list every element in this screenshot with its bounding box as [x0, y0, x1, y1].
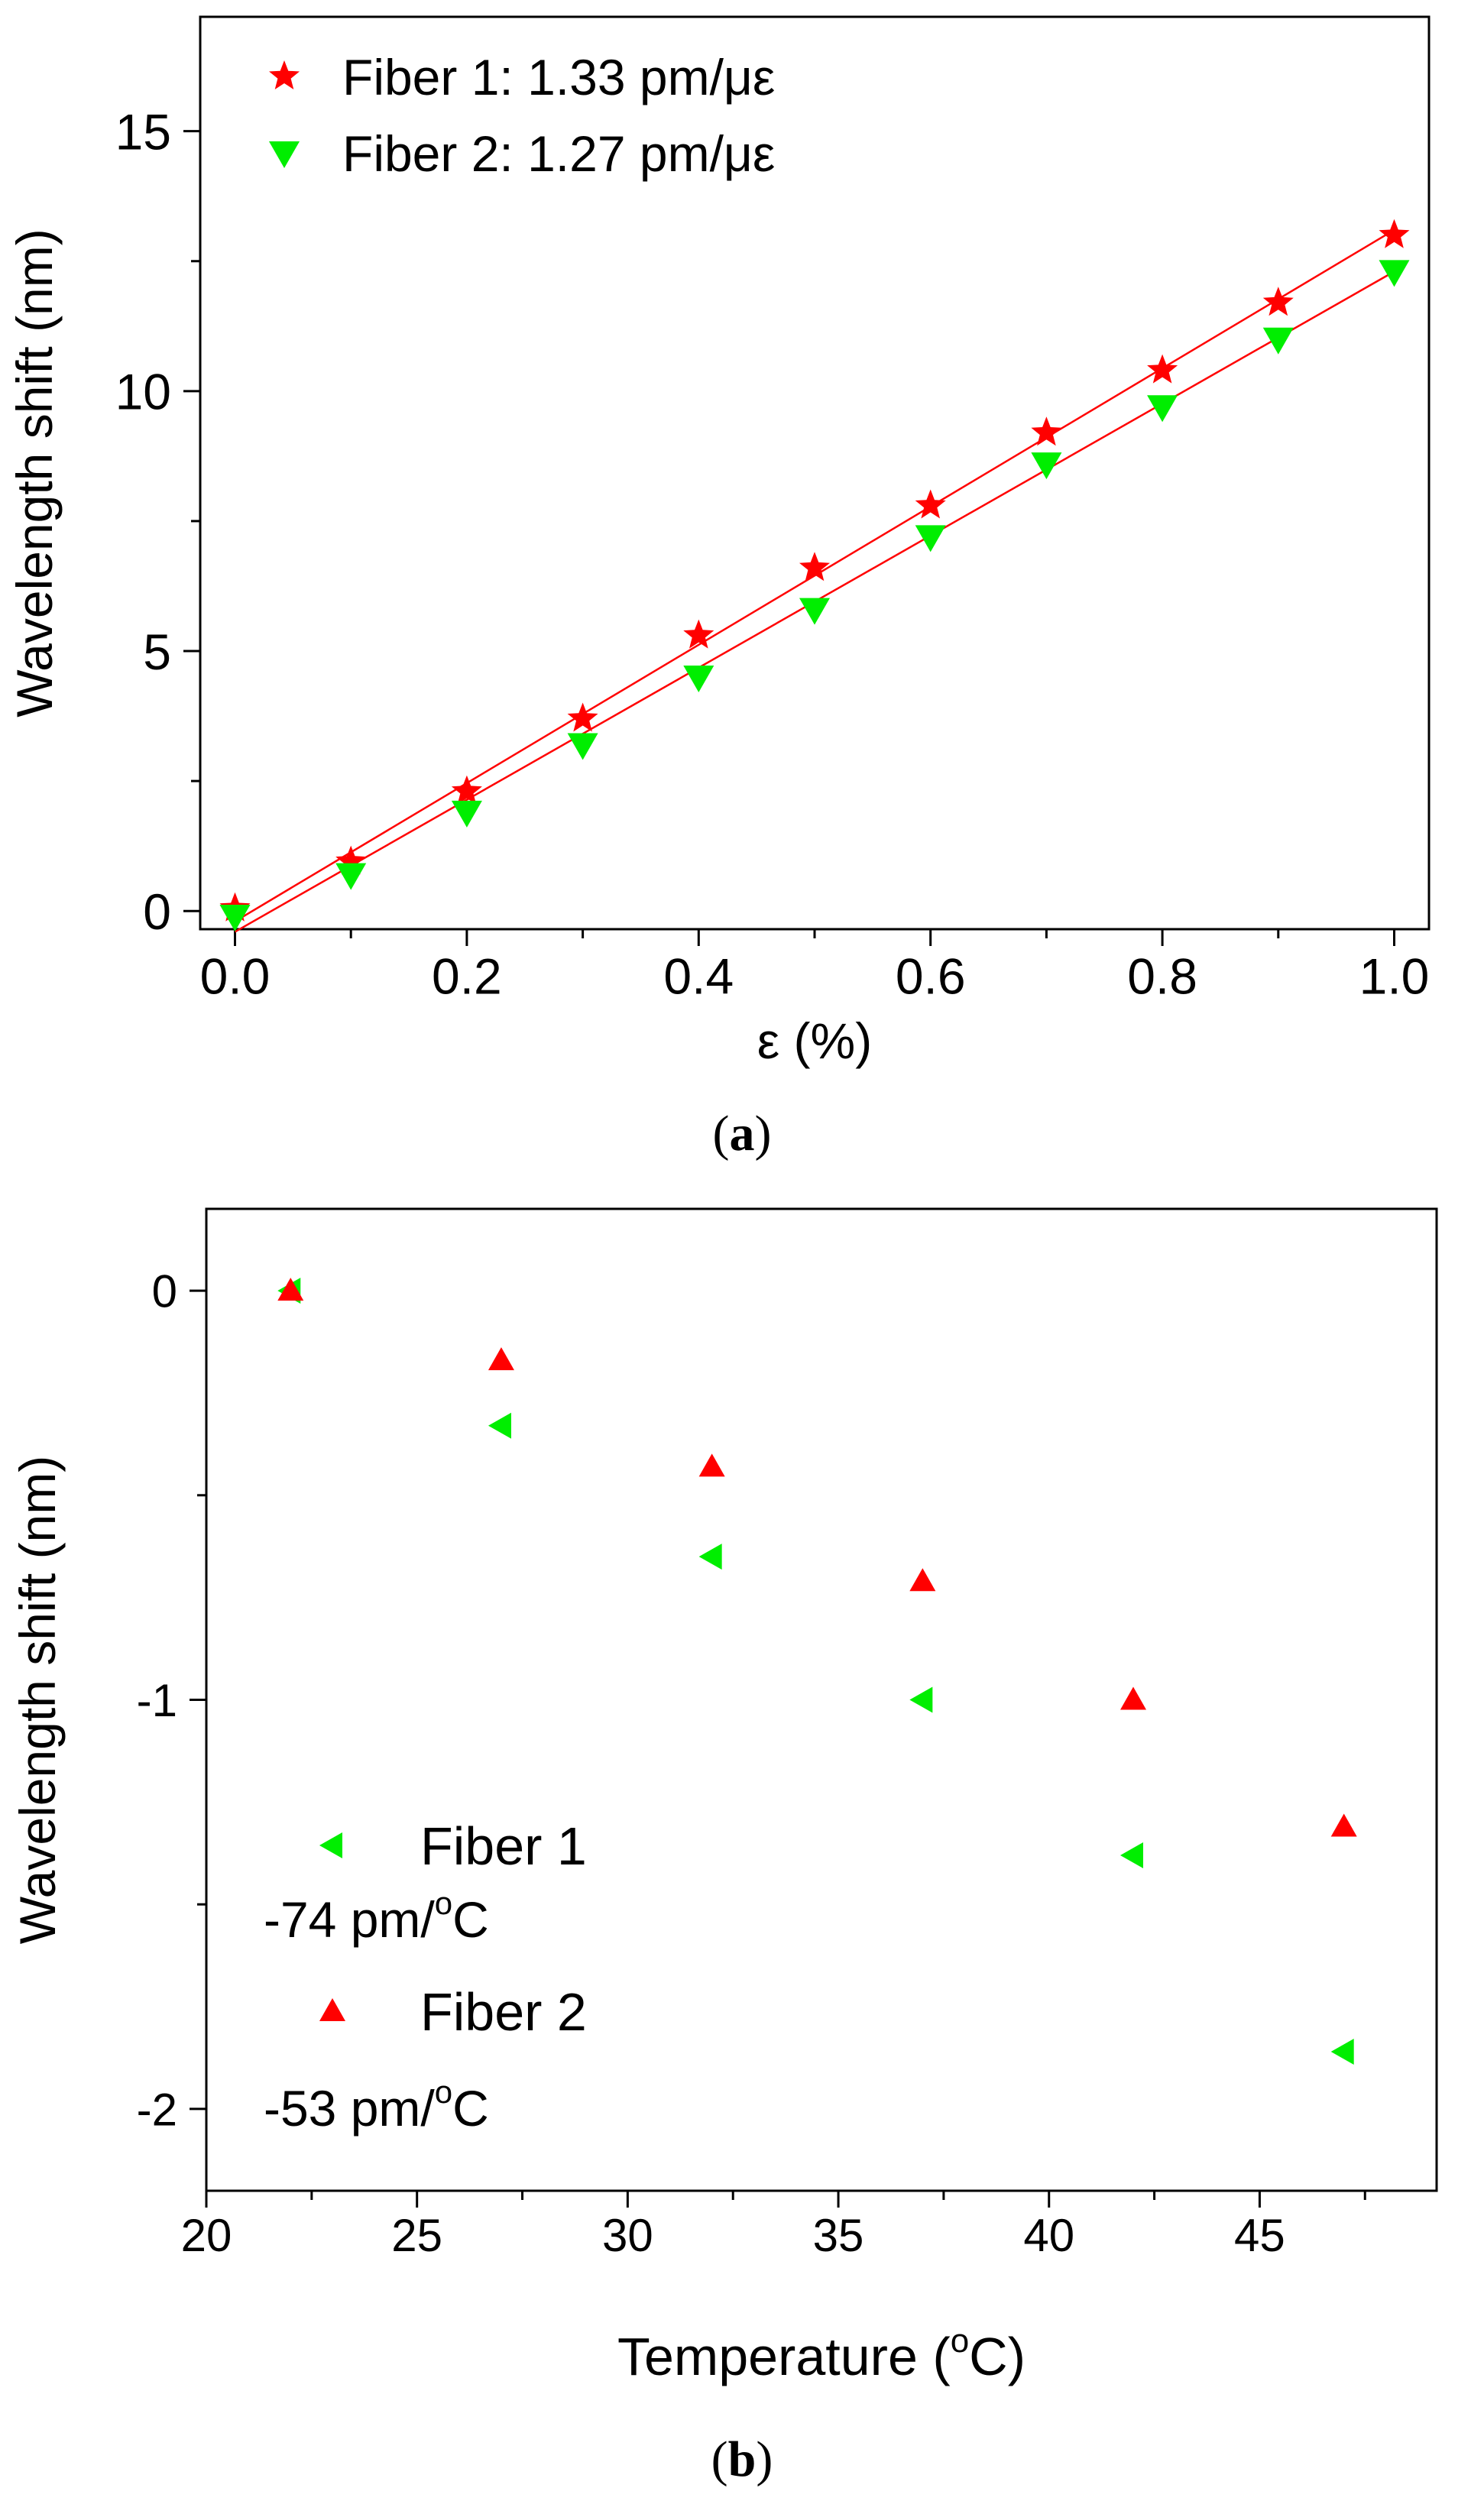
x-axis-label-main: Temperature (: [617, 2327, 951, 2386]
legend-label-fiber-1: Fiber 1: [420, 1816, 587, 1876]
panel-a: 0.0 0.2 0.4 0.6 0.8 1.0 0 5 10 15 Wavelength shift…: [6, 15, 1431, 1161]
data-point-fiber-2: [698, 1453, 725, 1477]
legend-label-fiber-2: Fiber 2: [420, 1982, 587, 2042]
panel-label-a: (a): [713, 1106, 772, 1161]
data-point-fiber-1: [683, 619, 714, 649]
y-tick-label: 0: [143, 883, 171, 940]
slope-value-fiber-1: -74 pm/: [264, 1891, 435, 1948]
x-tick-label: 1.0: [1359, 948, 1430, 1005]
data-point-fiber-2: [1262, 327, 1294, 355]
slope-degree-fiber-2: o: [435, 2074, 452, 2110]
x-tick-label: 30: [602, 2210, 653, 2261]
data-point-fiber-1: [1120, 1842, 1144, 1868]
panel-b: 20 25 30 35 40 45 0 -1 -2 Wavelength shift (nm) Te…: [9, 1207, 1438, 2487]
data-point-fiber-1: [1330, 2038, 1354, 2065]
y-axis-label: Wavelength shift (nm): [9, 1456, 66, 1944]
data-point-fiber-2: [567, 733, 598, 760]
data-point-fiber-1: [698, 1544, 722, 1570]
y-axis-label: Wavelength shift (nm): [6, 228, 63, 717]
data-point-fiber-1: [335, 845, 367, 875]
legend-label-fiber-2: Fiber 2: 1.27 pm/με: [342, 125, 775, 182]
legend-marker-fiber-1: [269, 60, 300, 89]
x-tick-label: 0.2: [432, 948, 502, 1005]
data-point-fiber-2: [277, 1278, 304, 1301]
data-point-fiber-2: [1031, 452, 1062, 480]
legend-marker-fiber-2: [269, 141, 300, 168]
data-point-fiber-2: [219, 904, 251, 931]
data-point-fiber-1: [1262, 287, 1294, 316]
x-tick-label: 25: [391, 2210, 442, 2261]
y-tick-label: -1: [137, 1675, 177, 1726]
data-point-fiber-2: [488, 1347, 514, 1371]
data-point-fiber-2: [1330, 1813, 1357, 1837]
data-point-fiber-1: [488, 1412, 511, 1439]
data-point-fiber-2: [1120, 1686, 1147, 1710]
x-tick-label: 20: [181, 2210, 232, 2261]
slope-unit-fiber-2: C: [452, 2080, 489, 2137]
y-tick-label: 10: [115, 364, 171, 420]
x-tick-label: 0.8: [1127, 948, 1197, 1005]
x-axis-label-degree: o: [951, 2322, 969, 2360]
x-tick-label: 0.4: [663, 948, 734, 1005]
legend-marker-fiber-2: [319, 1998, 345, 2021]
y-tick-label: -2: [137, 2085, 177, 2136]
data-point-fiber-1: [1379, 219, 1410, 248]
legend-slope-fiber-2: -53 pm/oC: [264, 2074, 489, 2137]
x-tick-label: 35: [813, 2210, 864, 2261]
x-axis-label-unit: C): [969, 2327, 1026, 2386]
data-point-fiber-2: [1147, 395, 1178, 423]
x-tick-label: 40: [1023, 2210, 1074, 2261]
slope-degree-fiber-1: o: [435, 1885, 452, 1921]
data-point-fiber-1: [451, 775, 482, 805]
x-tick-label: 45: [1234, 2210, 1285, 2261]
data-point-fiber-1: [1147, 354, 1178, 384]
data-point-fiber-2: [915, 525, 946, 552]
data-point-fiber-1: [799, 552, 830, 582]
data-point-fiber-2: [909, 1568, 936, 1592]
legend-label-fiber-1: Fiber 1: 1.33 pm/με: [342, 49, 775, 105]
legend-marker-fiber-1: [319, 1832, 342, 1858]
data-point-fiber-2: [1379, 260, 1410, 287]
slope-unit-fiber-1: C: [452, 1891, 489, 1948]
fit-line-1: [234, 228, 1395, 922]
y-tick-label: 0: [152, 1266, 177, 1317]
x-axis-label: Temperature (oC): [617, 2322, 1026, 2386]
data-point-fiber-2: [799, 598, 830, 625]
data-point-fiber-2: [335, 863, 367, 890]
legend-slope-fiber-1: -74 pm/oC: [264, 1885, 489, 1948]
y-tick-label: 5: [143, 624, 171, 680]
data-point-fiber-2: [683, 666, 714, 693]
panel-letter-a: a: [730, 1106, 755, 1161]
data-point-fiber-1: [567, 702, 598, 732]
data-point-fiber-1: [909, 1686, 933, 1713]
data-point-fiber-1: [1031, 416, 1062, 446]
panel-label-b: (b): [711, 2431, 773, 2487]
x-axis-label: ε (%): [757, 1012, 872, 1069]
slope-value-fiber-2: -53 pm/: [264, 2080, 435, 2137]
data-point-fiber-1: [915, 489, 946, 519]
data-point-fiber-2: [451, 800, 482, 828]
x-tick-label: 0.0: [200, 948, 271, 1005]
panel-letter-b: b: [728, 2431, 757, 2487]
x-tick-label: 0.6: [896, 948, 966, 1005]
y-tick-label: 15: [115, 103, 171, 160]
